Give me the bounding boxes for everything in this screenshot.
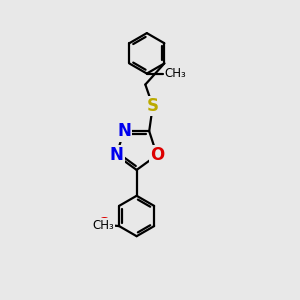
Text: S: S xyxy=(147,97,159,115)
Text: O: O xyxy=(97,217,110,232)
Text: N: N xyxy=(117,122,131,140)
Text: CH₃: CH₃ xyxy=(164,67,186,80)
Text: CH₃: CH₃ xyxy=(92,219,114,232)
Text: O: O xyxy=(150,146,164,164)
Text: N: N xyxy=(109,146,123,164)
